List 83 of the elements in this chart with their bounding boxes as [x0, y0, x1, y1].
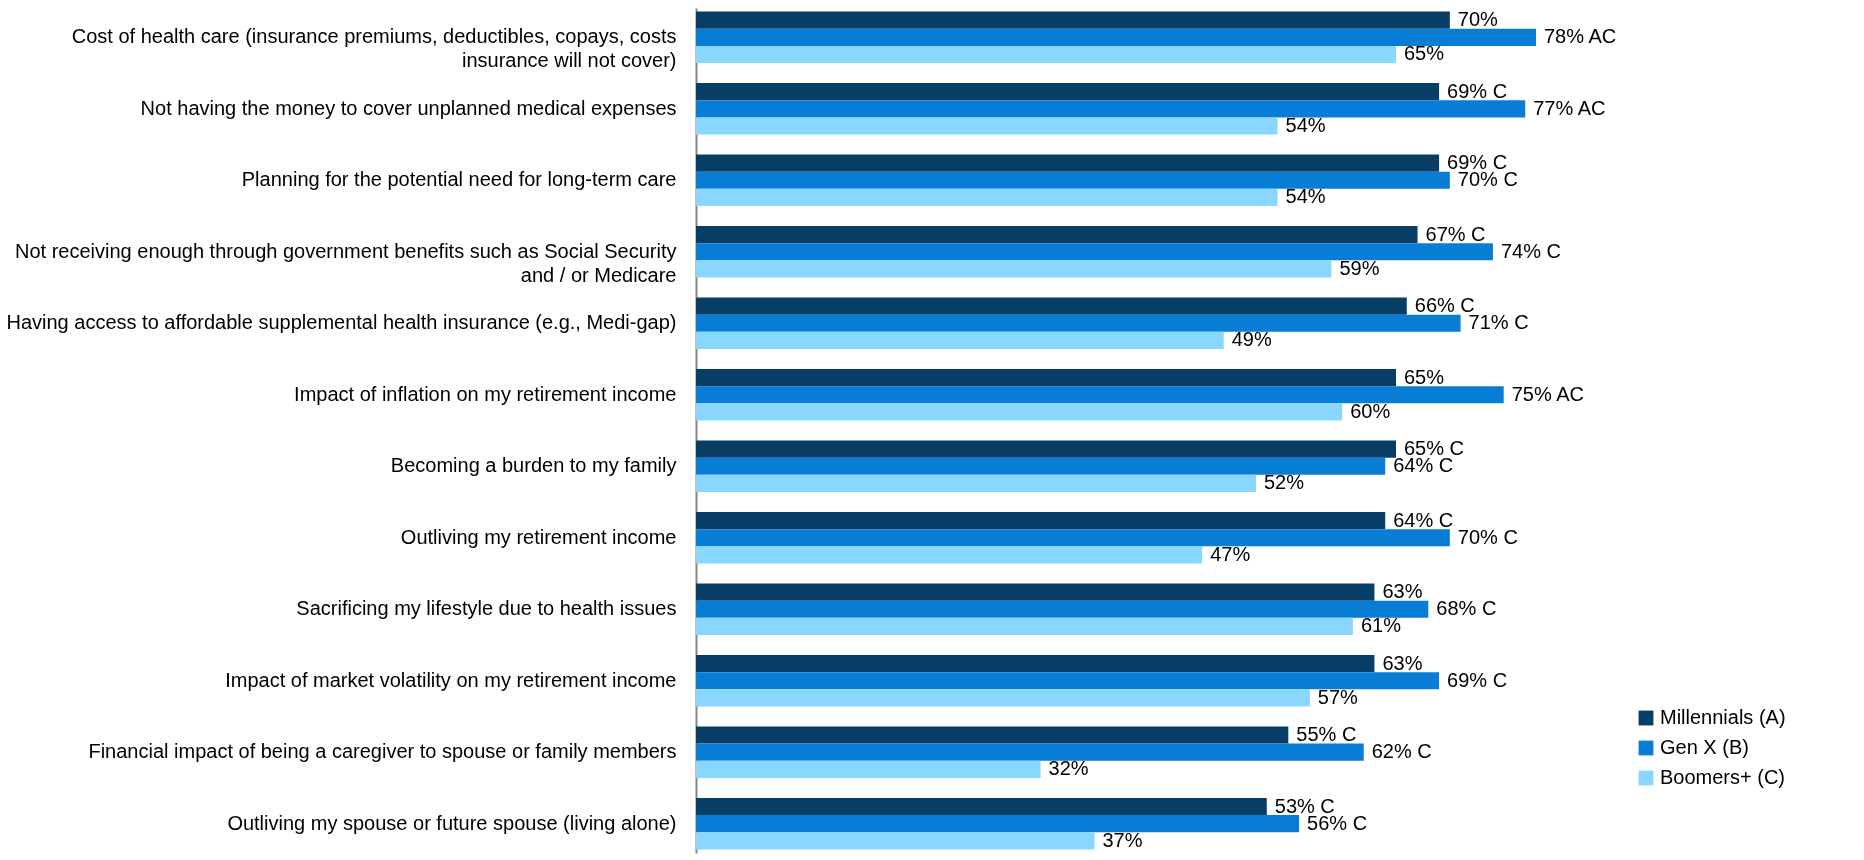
data-label: 68% C — [1436, 597, 1497, 620]
y-tick-label: Sacrificing my lifestyle due to health issues — [296, 597, 677, 620]
data-label: 62% C — [1371, 740, 1432, 763]
bar — [696, 832, 1095, 850]
data-label: 63% — [1382, 580, 1423, 603]
data-label: 53% C — [1274, 794, 1335, 817]
data-label: 37% — [1102, 828, 1143, 851]
y-tick-label: Planning for the potential need for long-term care — [241, 168, 677, 191]
data-label: 64% C — [1393, 508, 1454, 531]
bar — [696, 226, 1418, 244]
data-label: 54% — [1285, 113, 1326, 136]
data-label: 65% — [1404, 365, 1445, 388]
data-label: 32% — [1048, 757, 1089, 780]
data-label: 52% — [1264, 471, 1305, 494]
bar — [696, 600, 1429, 618]
y-tick-label: Impact of market volatility on my retirement income — [225, 668, 677, 691]
legend-label: Millennials (A) — [1660, 706, 1786, 728]
data-label: 57% — [1317, 685, 1359, 708]
y-tick-label: Outliving my spouse or future spouse (living alone) — [227, 811, 677, 834]
bar — [696, 403, 1343, 421]
y-tick-label: Not having the money to cover unplanned medical expenses — [140, 96, 677, 119]
bar — [696, 28, 1536, 46]
data-label: 59% — [1339, 256, 1380, 279]
bar — [696, 457, 1386, 475]
data-label: 75% AC — [1511, 382, 1584, 405]
y-tick-label: Not receiving enough through government benefits such as Social Security and / or Medicare — [15, 239, 677, 286]
bar — [696, 617, 1353, 635]
bar — [696, 689, 1310, 707]
bar — [696, 331, 1224, 349]
data-label: 63% — [1382, 651, 1423, 674]
data-label: 60% — [1350, 399, 1391, 422]
data-label: 70% C — [1457, 525, 1518, 548]
y-tick-label: Impact of inflation on my retirement income — [294, 382, 677, 405]
data-label: 74% C — [1500, 239, 1561, 262]
data-label: 54% — [1285, 185, 1326, 208]
bar — [696, 726, 1289, 744]
data-label: 49% — [1231, 328, 1272, 351]
bar — [696, 546, 1203, 564]
y-tick-label: Outliving my retirement income — [400, 525, 677, 548]
y-tick-label: Having access to affordable supplemental health insurance (e.g., Medi-gap) — [6, 311, 677, 334]
data-label: 47% — [1210, 542, 1251, 565]
data-label: 67% C — [1425, 222, 1486, 245]
bar — [696, 672, 1440, 690]
bar — [696, 512, 1386, 530]
bar — [696, 654, 1375, 673]
y-tick-label: Cost of health care (insurance premiums, deductibles, copays, costs insurance will not cover) — [71, 25, 677, 72]
bar — [696, 797, 1267, 816]
data-label: 77% AC — [1533, 96, 1606, 119]
bar — [696, 297, 1407, 315]
data-label: 61% — [1360, 614, 1402, 637]
bar — [696, 243, 1493, 261]
bar — [696, 760, 1041, 778]
bar — [696, 314, 1461, 332]
y-tick-label: Becoming a burden to my family — [390, 454, 677, 477]
bar — [696, 529, 1450, 547]
bar — [696, 154, 1440, 172]
bar — [696, 171, 1450, 189]
bar — [696, 11, 1450, 29]
data-label: 78% AC — [1544, 25, 1617, 48]
data-label: 69% C — [1447, 79, 1508, 102]
bar — [696, 474, 1256, 492]
legend-label: Boomers+ (C) — [1660, 766, 1786, 788]
data-label: 65% — [1404, 42, 1445, 65]
bar — [696, 815, 1300, 833]
data-label: 71% C — [1468, 311, 1529, 334]
bar — [696, 583, 1375, 601]
y-tick-label: Financial impact of being a caregiver to spouse or family members — [88, 740, 677, 763]
bar — [696, 83, 1440, 101]
legend-label: Gen X (B) — [1660, 736, 1749, 758]
data-label: 70% C — [1457, 168, 1518, 191]
bar — [696, 386, 1504, 404]
bar — [696, 743, 1364, 761]
bar — [696, 369, 1396, 387]
bar — [696, 45, 1396, 64]
bar — [696, 100, 1526, 118]
bar — [696, 117, 1278, 135]
data-label: 69% C — [1447, 668, 1508, 691]
data-label: 70% — [1457, 8, 1499, 31]
data-label: 64% C — [1393, 454, 1454, 477]
bar — [696, 260, 1332, 278]
bar — [696, 188, 1278, 207]
bar — [696, 440, 1396, 458]
data-label: 55% C — [1296, 723, 1357, 746]
